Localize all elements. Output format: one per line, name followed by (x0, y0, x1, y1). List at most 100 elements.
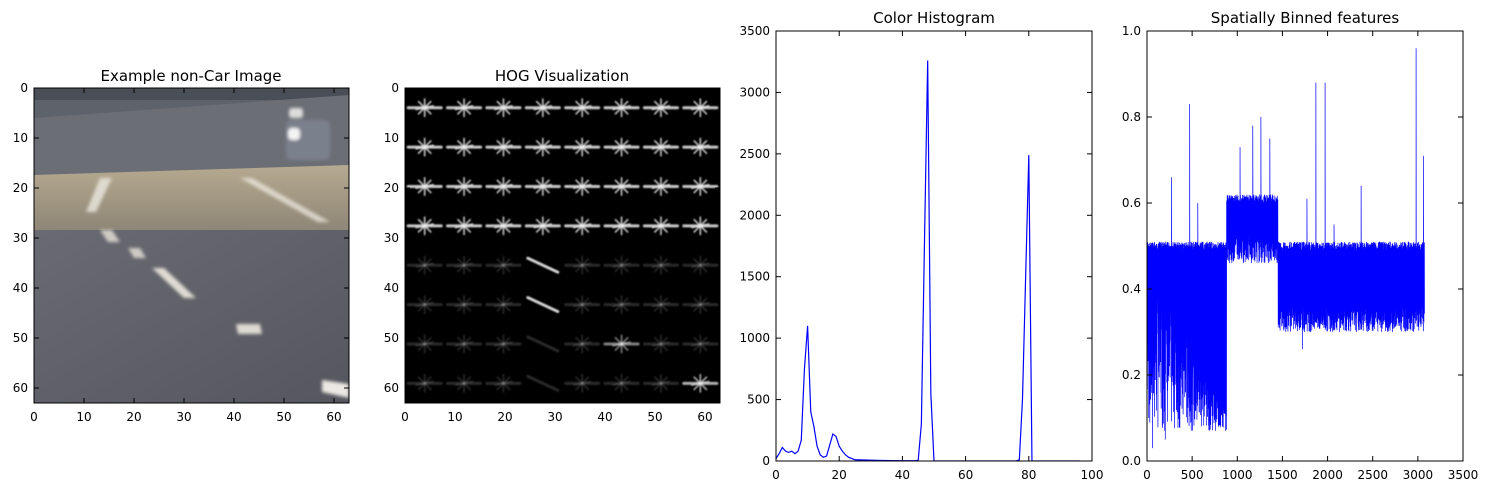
hog-cell (526, 335, 560, 353)
image-frame (33, 87, 350, 404)
y-tick-label: 10 (384, 131, 399, 145)
y-tick-label: 0.2 (1122, 368, 1141, 382)
x-tick-label: 0 (1143, 468, 1151, 482)
hog-stroke (691, 183, 710, 190)
x-tick-label: 80 (1021, 468, 1036, 482)
hog-cell (524, 176, 561, 196)
x-tick-label: 60 (958, 468, 973, 482)
hog-stroke (572, 301, 592, 308)
hog-stroke (572, 380, 592, 386)
y-tick-label: 0 (20, 81, 28, 95)
hog-cell (642, 98, 679, 118)
hog-cell (642, 137, 679, 157)
hog-cell (526, 296, 560, 314)
hog-cell (642, 295, 679, 315)
hog-cell (564, 295, 601, 315)
y-tick-label: 500 (747, 393, 770, 407)
hog-stroke (612, 183, 631, 190)
hog-stroke (494, 223, 513, 229)
x-tick-label: 1500 (1267, 468, 1298, 482)
hog-stroke (526, 374, 560, 392)
hog-cell (446, 334, 483, 354)
x-tick-label: 3000 (1403, 468, 1434, 482)
hog-cell (564, 98, 601, 118)
y-tick-label: 40 (384, 281, 399, 295)
x-tick-label: 3500 (1448, 468, 1479, 482)
y-tick-label: 30 (384, 231, 399, 245)
x-tick-label: 0 (401, 410, 409, 424)
hog-cell (406, 98, 443, 118)
hog-cell (485, 334, 522, 354)
hog-stroke (651, 262, 671, 268)
hog-stroke (533, 183, 553, 190)
hog-frame (404, 87, 721, 404)
y-tick-label: 2000 (739, 208, 770, 222)
x-tick-label: 100 (1081, 468, 1104, 482)
hog-stroke (494, 183, 513, 190)
hog-cell (682, 137, 719, 157)
x-tick-label: 2500 (1357, 468, 1388, 482)
spatial-frame (1146, 30, 1464, 462)
panel-title: Color Histogram (873, 9, 995, 27)
image-guardrail (34, 88, 349, 100)
x-tick-label: 40 (597, 410, 612, 424)
hog-cell (406, 176, 443, 196)
hog-stroke (533, 223, 553, 229)
image-lane-mark (322, 380, 349, 398)
x-tick-label: 500 (1181, 468, 1204, 482)
hog-stroke (651, 223, 671, 229)
hog-stroke (572, 144, 592, 150)
y-tick-label: 3000 (739, 85, 770, 99)
hog-stroke (612, 301, 631, 308)
hog-stroke (533, 144, 553, 150)
image-lane-mark (152, 268, 196, 298)
hog-cell (524, 137, 561, 157)
hog-stroke (691, 223, 710, 229)
panel-title: HOG Visualization (495, 67, 629, 85)
hog-cell (485, 137, 522, 157)
hog-cell (603, 334, 640, 354)
hog-stroke (572, 223, 592, 229)
hog-cell (564, 334, 601, 354)
hog-stroke (691, 262, 710, 268)
x-tick-label: 10 (76, 410, 91, 424)
hog-stroke (454, 380, 474, 386)
hog-stroke (612, 341, 631, 347)
hog-stroke (454, 183, 474, 190)
hog-stroke (454, 144, 474, 150)
example-image (34, 88, 349, 403)
hog-stroke (526, 335, 560, 353)
hog-stroke (572, 105, 592, 111)
y-tick-label: 0.4 (1122, 282, 1141, 296)
hog-cell (446, 373, 483, 393)
hog-stroke (415, 380, 434, 386)
histogram-line (776, 60, 1080, 461)
hog-cell (603, 255, 640, 275)
panel-example-image: Example non-Car Image 0 10 20 30 40 50 60 0 10 20… (13, 67, 350, 424)
hog-cell (564, 176, 601, 196)
hog-stroke (526, 256, 560, 274)
x-tick-label: 2000 (1312, 468, 1343, 482)
hog-stroke (572, 341, 592, 347)
hog-background (405, 88, 720, 403)
y-tick-label: 20 (384, 181, 399, 195)
hog-cell (526, 256, 560, 274)
x-tick-label: 20 (126, 410, 141, 424)
y-tick-label: 20 (13, 181, 28, 195)
hog-stroke (415, 183, 434, 190)
hog-cell (603, 373, 640, 393)
hog-cell (682, 176, 719, 196)
hog-cell (682, 216, 719, 236)
y-tick-label: 0.0 (1122, 454, 1141, 468)
hog-cell (564, 216, 601, 236)
image-lower-road (34, 230, 349, 403)
hog-stroke (454, 105, 474, 111)
image-lane-mark (128, 248, 146, 258)
hog-cell (603, 137, 640, 157)
panel-hog: HOG Visualization 0 10 20 30 40 50 60 0 10 20 30 40… (384, 67, 721, 424)
hog-stroke (415, 223, 434, 229)
hog-stroke (612, 380, 631, 386)
hog-stroke (494, 341, 513, 347)
y-tick-label: 1.0 (1122, 24, 1141, 38)
